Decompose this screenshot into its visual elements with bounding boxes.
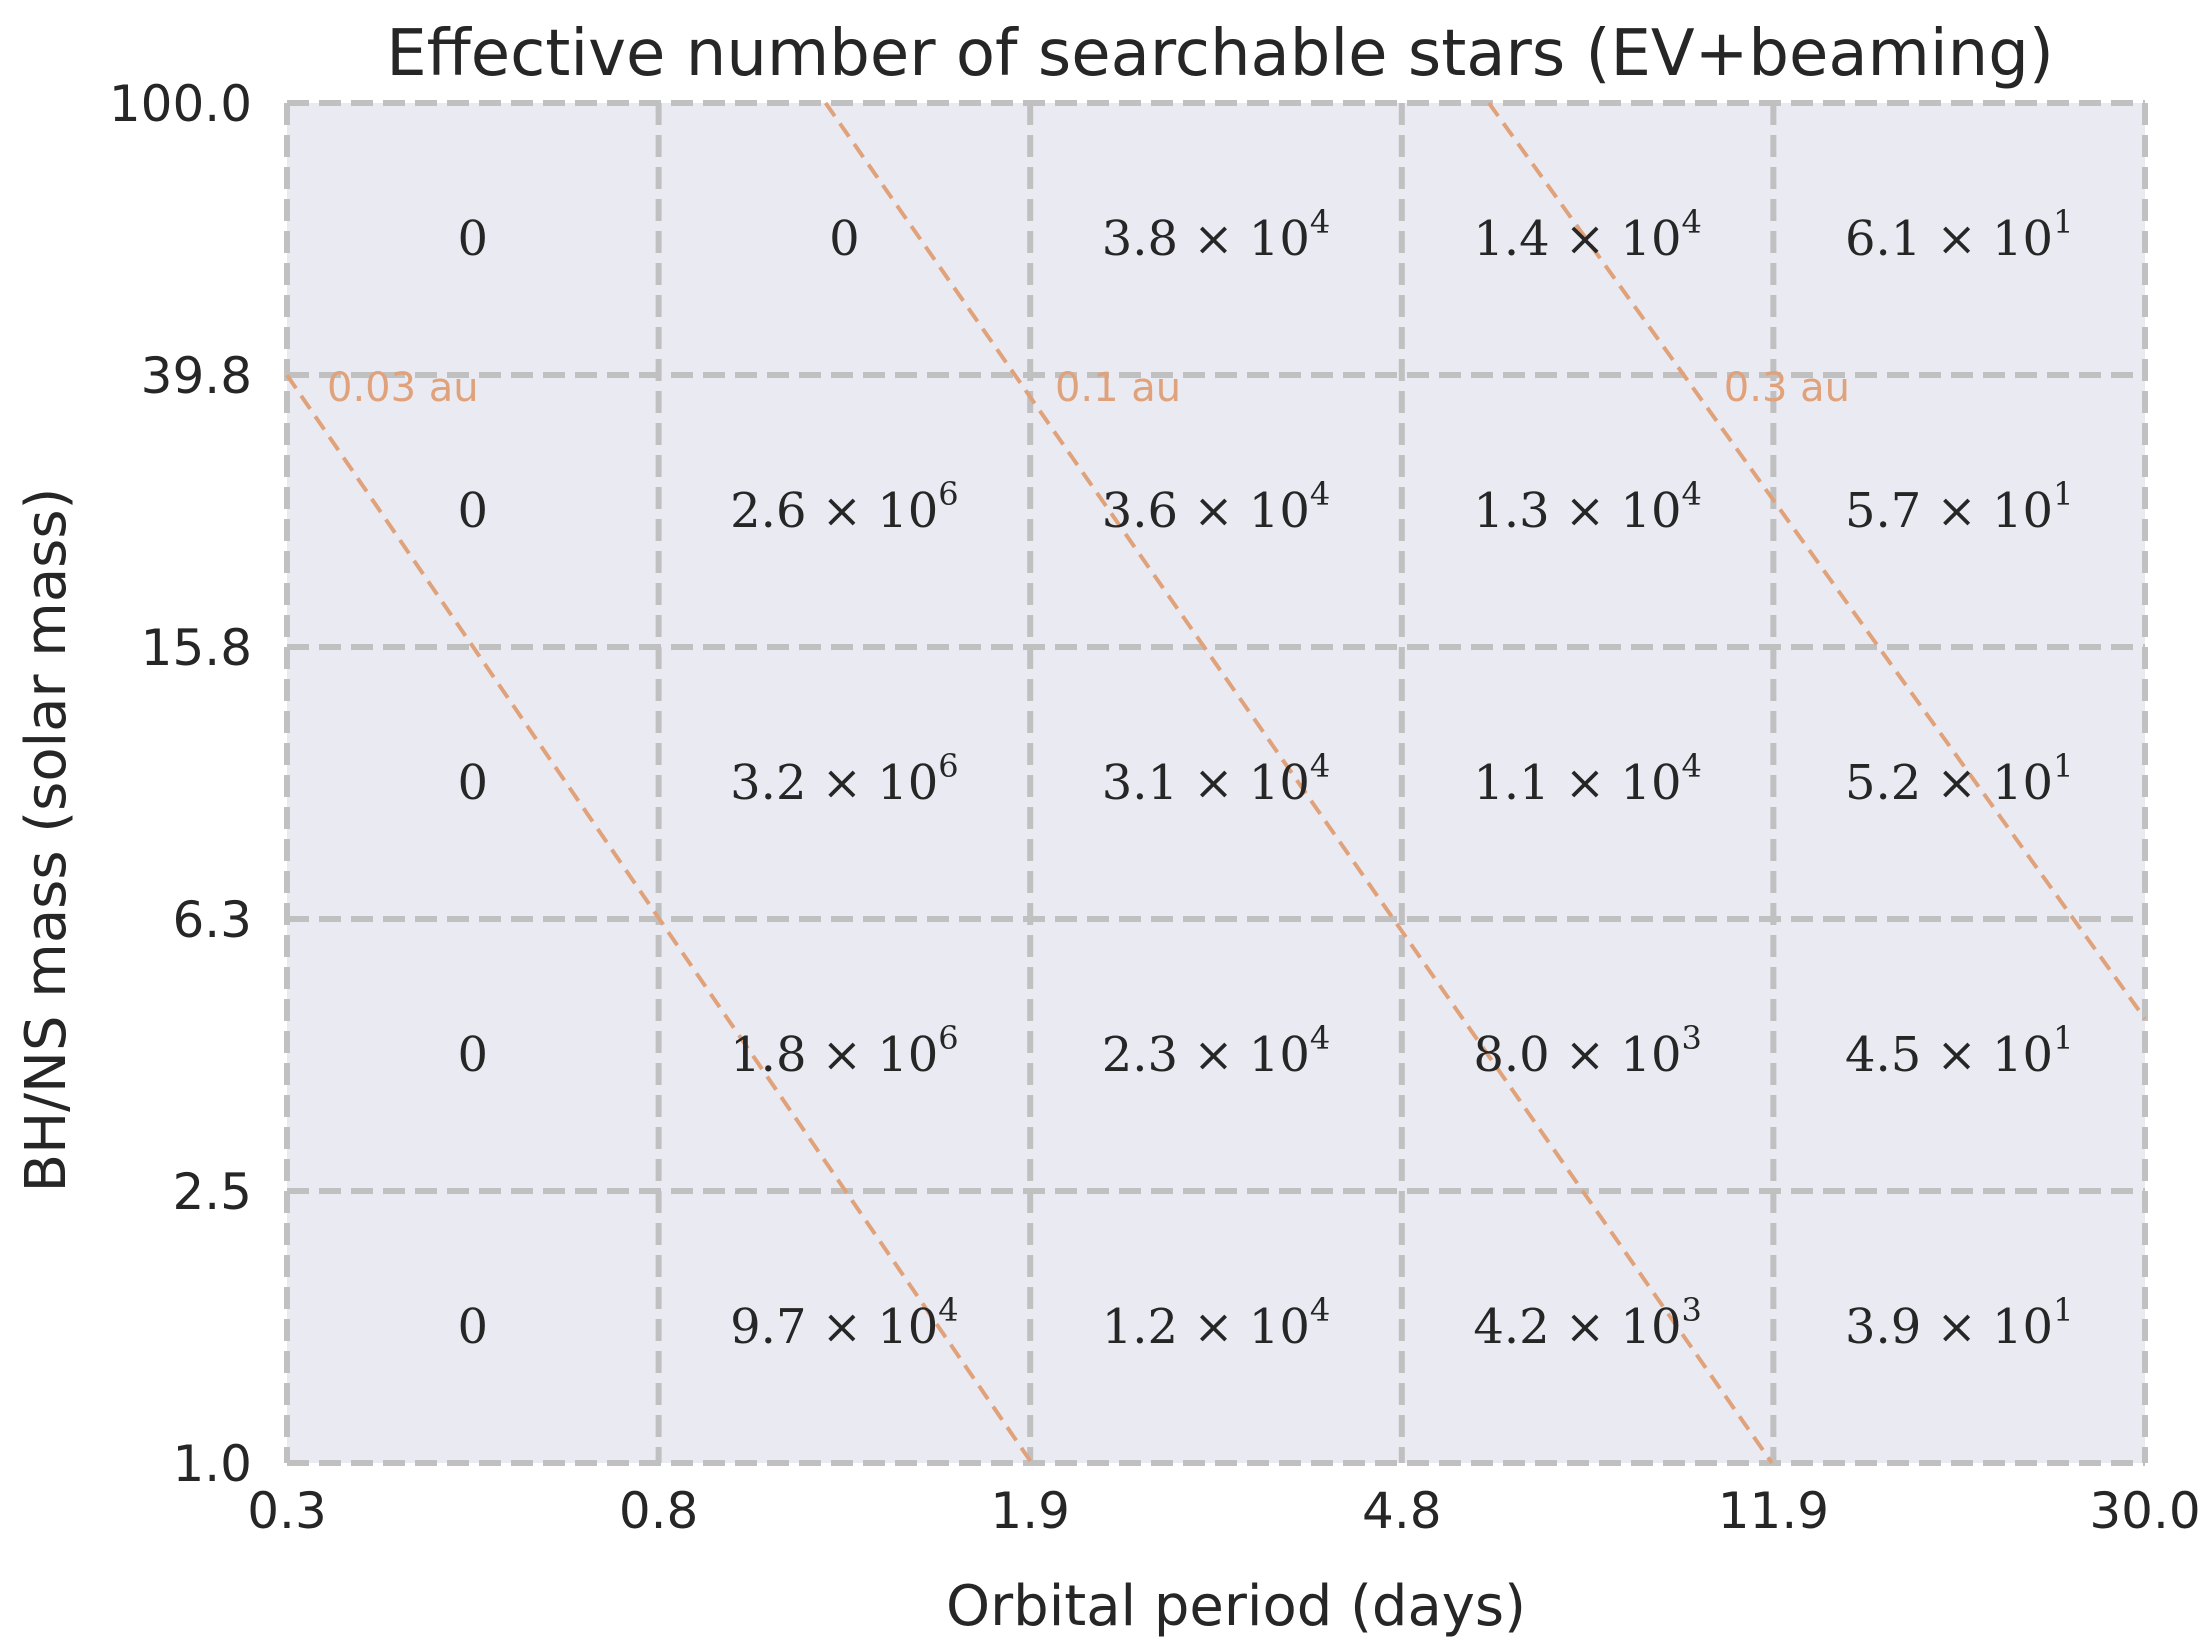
separation-line: [1487, 101, 2147, 1020]
cell-mantissa: 3.2 × 10: [730, 755, 938, 811]
cell-exponent: 4: [1310, 1291, 1330, 1329]
y-tick-label: 6.3: [172, 891, 252, 949]
cell-exponent: 1: [2053, 475, 2073, 513]
cell-exponent: 1: [2053, 747, 2073, 785]
cell-value: 1.1 × 104: [1473, 747, 1702, 811]
y-tick-label: 2.5: [172, 1163, 252, 1221]
cell-mantissa: 4.5 × 10: [1845, 1027, 2053, 1083]
separation-line: [823, 101, 1774, 1465]
x-tick-label: 30.0: [2089, 1482, 2200, 1540]
x-tick-labels: 0.3 0.8 1.9 4.8 11.9 30.0: [247, 1482, 2200, 1540]
separation-label: 0.03 au: [327, 365, 479, 411]
cell-value: 2.3 × 104: [1102, 1019, 1331, 1083]
separation-line: [285, 373, 1034, 1465]
cell-value: 1.4 × 104: [1473, 203, 1702, 267]
cell-exponent: 1: [2053, 1291, 2073, 1329]
cell-mantissa: 3.9 × 10: [1845, 1299, 2053, 1355]
cell-exponent: 4: [1681, 475, 1701, 513]
cell-value: 1.8 × 106: [730, 1019, 959, 1083]
cell-mantissa: 5.2 × 10: [1845, 755, 2053, 811]
x-tick-label: 1.9: [990, 1482, 1070, 1540]
plot-background: [287, 103, 2145, 1463]
cell-value: 0: [458, 483, 489, 539]
x-tick-label: 4.8: [1362, 1482, 1442, 1540]
cell-value: 0: [458, 755, 489, 811]
cell-mantissa: 3.8 × 10: [1102, 211, 1310, 267]
cell-mantissa: 1.4 × 10: [1473, 211, 1681, 267]
cell-value: 5.2 × 101: [1845, 747, 2074, 811]
cell-value: 6.1 × 101: [1845, 203, 2074, 267]
cell-exponent: 4: [1681, 747, 1701, 785]
cell-value: 9.7 × 104: [730, 1291, 959, 1355]
y-axis-label: BH/NS mass (solar mass): [14, 488, 79, 1193]
chart-title: Effective number of searchable stars (EV…: [386, 17, 2054, 91]
cell-mantissa: 2.6 × 10: [730, 483, 938, 539]
cell-exponent: 4: [1310, 747, 1330, 785]
grid-lines: [284, 100, 2148, 1466]
cell-value: 3.8 × 104: [1102, 203, 1331, 267]
cell-mantissa: 3.1 × 10: [1102, 755, 1310, 811]
y-tick-label: 15.8: [141, 619, 252, 677]
x-tick-label: 0.3: [247, 1482, 327, 1540]
cell-mantissa: 6.1 × 10: [1845, 211, 2053, 267]
separation-label: 0.1 au: [1055, 365, 1181, 411]
cell-value: 3.6 × 104: [1102, 475, 1331, 539]
cell-value: 4.5 × 101: [1845, 1019, 2074, 1083]
cell-mantissa: 1.1 × 10: [1473, 755, 1681, 811]
cell-mantissa: 1.3 × 10: [1473, 483, 1681, 539]
cell-exponent: 1: [2053, 203, 2073, 241]
cell-exponent: 4: [1681, 203, 1701, 241]
cell-value: 0: [458, 1027, 489, 1083]
cell-value: 8.0 × 103: [1473, 1019, 1702, 1083]
cell-value: 5.7 × 101: [1845, 475, 2074, 539]
y-tick-label: 1.0: [172, 1435, 252, 1493]
cell-exponent: 3: [1681, 1291, 1701, 1329]
cell-mantissa: 3.6 × 10: [1102, 483, 1310, 539]
cell-mantissa: 5.7 × 10: [1845, 483, 2053, 539]
cell-mantissa: 4.2 × 10: [1473, 1299, 1681, 1355]
x-tick-label: 0.8: [619, 1482, 699, 1540]
cell-value: 1.2 × 104: [1102, 1291, 1331, 1355]
cell-exponent: 4: [1310, 475, 1330, 513]
cell-exponent: 4: [1310, 203, 1330, 241]
cell-mantissa: 1.2 × 10: [1102, 1299, 1310, 1355]
cell-exponent: 6: [938, 747, 958, 785]
separation-lines: 0.03 au 0.1 au 0.3 au: [285, 101, 2147, 1465]
cell-mantissa: 2.3 × 10: [1102, 1027, 1310, 1083]
cell-mantissa: 1.8 × 10: [730, 1027, 938, 1083]
cell-exponent: 4: [1310, 1019, 1330, 1057]
y-tick-label: 100.0: [109, 75, 252, 133]
cell-exponent: 3: [1681, 1019, 1701, 1057]
cell-value: 1.3 × 104: [1473, 475, 1702, 539]
x-tick-label: 11.9: [1718, 1482, 1829, 1540]
cell-value: 0: [829, 211, 860, 267]
x-axis-label: Orbital period (days): [946, 1574, 1526, 1639]
y-tick-label: 39.8: [141, 347, 252, 405]
cell-exponent: 6: [938, 475, 958, 513]
cell-value: 0: [458, 1299, 489, 1355]
cell-exponent: 6: [938, 1019, 958, 1057]
cell-value: 3.2 × 106: [730, 747, 959, 811]
cell-value: 2.6 × 106: [730, 475, 959, 539]
cell-value: 3.9 × 101: [1845, 1291, 2074, 1355]
cell-value: 4.2 × 103: [1473, 1291, 1702, 1355]
y-tick-labels: 1.0 2.5 6.3 15.8 39.8 100.0: [109, 75, 252, 1493]
cell-value: 3.1 × 104: [1102, 747, 1331, 811]
cell-value: 0: [458, 211, 489, 267]
separation-label: 0.3 au: [1724, 365, 1850, 411]
cell-mantissa: 9.7 × 10: [730, 1299, 938, 1355]
cell-exponent: 1: [2053, 1019, 2073, 1057]
cell-exponent: 4: [938, 1291, 958, 1329]
cell-mantissa: 8.0 × 10: [1473, 1027, 1681, 1083]
